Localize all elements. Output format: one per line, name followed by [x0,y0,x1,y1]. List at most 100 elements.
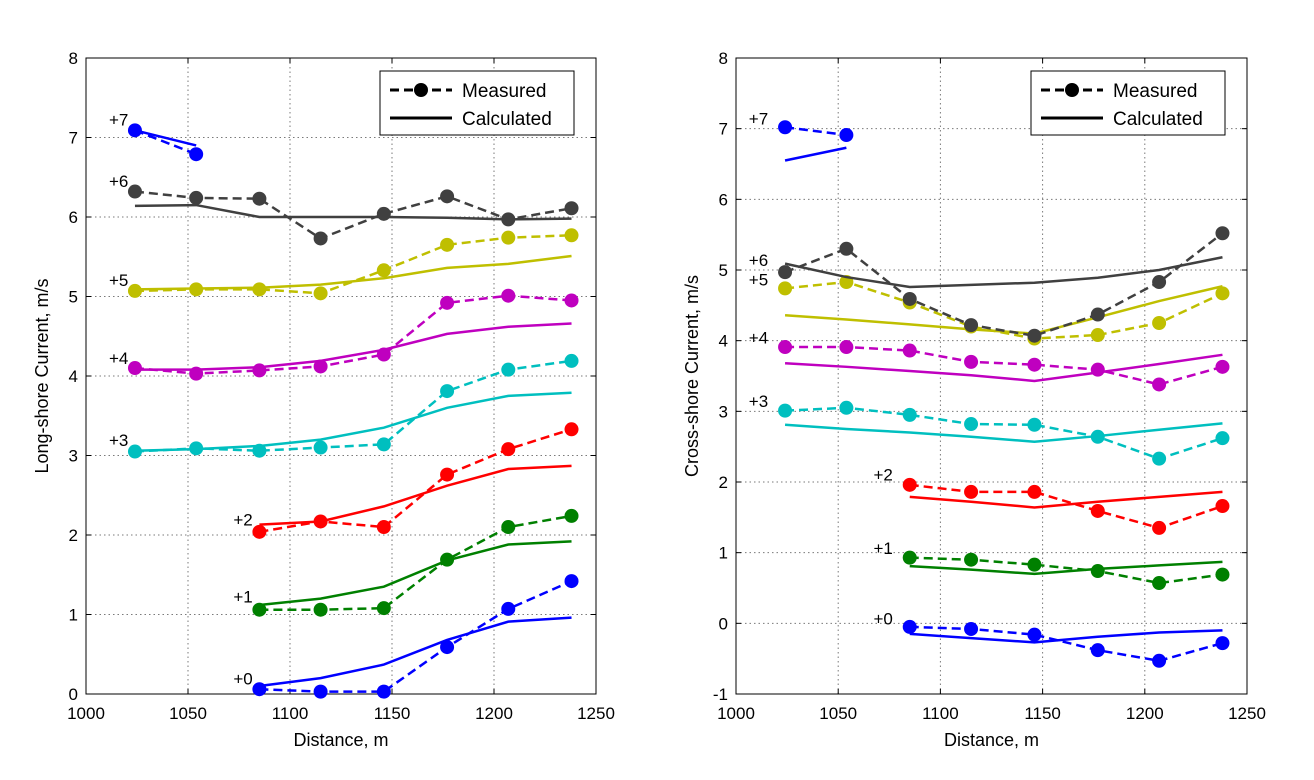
x-tick-label: 1000 [67,704,105,723]
measured-point [778,120,793,135]
measured-point [1215,226,1230,241]
series-plus-0: +0 [233,574,579,699]
x-tick-label: 1250 [1228,704,1266,723]
series-label: +3 [109,431,128,450]
measured-point [1090,564,1105,579]
measured-point [313,684,328,699]
measured-point [189,147,204,162]
series-plus-0: +0 [873,610,1230,668]
measured-point [1090,429,1105,444]
measured-point [1027,484,1042,499]
x-tick-label: 1150 [1024,704,1061,723]
measured-point [440,640,455,655]
legend-measured-marker [1065,83,1079,97]
measured-point [376,520,391,535]
series-plus-3: +3 [109,353,579,459]
measured-line [259,579,573,693]
series-label: +4 [749,328,768,347]
measured-point [564,508,579,523]
series-plus-6: +6 [749,226,1230,343]
measured-point [1152,576,1167,591]
measured-point [564,293,579,308]
series-label: +2 [233,510,252,529]
measured-point [1090,307,1105,322]
measured-point [1152,653,1167,668]
measured-point [440,384,455,399]
y-tick-label: -1 [713,685,728,704]
calculated-line [784,256,1223,289]
series-label: +6 [109,172,128,191]
series-label: +0 [873,610,892,629]
series-plus-1: +1 [233,508,579,617]
series-plus-2: +2 [233,422,579,539]
x-tick-label: 1200 [475,704,513,723]
measured-point [440,189,455,204]
series-plus-7: +7 [749,109,854,162]
measured-line [909,483,1223,530]
measured-point [902,407,917,422]
x-tick-label: 1050 [169,704,207,723]
measured-point [313,602,328,617]
measured-line [134,294,572,375]
measured-point [252,363,267,378]
measured-point [1027,328,1042,343]
measured-point [964,621,979,636]
measured-point [1027,417,1042,432]
y-tick-label: 7 [719,120,728,139]
y-tick-label: 5 [69,288,78,307]
series-label: +3 [749,392,768,411]
measured-point [501,288,516,303]
measured-point [501,362,516,377]
measured-point [501,601,516,616]
measured-point [964,484,979,499]
measured-point [778,265,793,280]
y-tick-label: 2 [69,526,78,545]
measured-line [784,232,1224,338]
x-tick-label: 1050 [819,704,857,723]
measured-point [189,366,204,381]
measured-point [376,206,391,221]
y-tick-label: 1 [69,606,78,625]
x-axis-label: Distance, m [293,730,388,750]
measured-point [778,340,793,355]
measured-line [259,514,572,611]
series-plus-6: +6 [109,172,579,246]
measured-point [839,340,854,355]
measured-point [778,281,793,296]
y-tick-label: 2 [719,473,728,492]
y-tick-label: 4 [719,332,728,351]
measured-point [1090,503,1105,518]
legend-measured-label: Measured [1113,81,1198,102]
measured-point [189,190,204,205]
x-tick-label: 1250 [577,704,615,723]
legend-measured-marker [414,83,428,97]
y-tick-label: 6 [719,190,728,209]
y-tick-label: 3 [719,402,728,421]
calculated-line [909,629,1223,644]
measured-point [376,437,391,452]
axes-frame [735,57,1248,695]
y-tick-label: 7 [69,129,78,148]
legend-measured-label: Measured [462,81,547,102]
y-tick-label: 3 [69,447,78,466]
calculated-line [259,540,572,607]
measured-point [564,422,579,437]
measured-point [127,123,142,138]
chart-1: 1000 1050 1100 1150 1200 1250 0 1 2 3 4 5 6 7 8 Distanc… [32,49,615,750]
measured-point [839,241,854,256]
measured-point [1152,316,1167,330]
measured-point [313,440,328,455]
calculated-line [259,616,572,688]
y-tick-label: 0 [719,614,728,633]
measured-line [134,190,572,240]
measured-point [501,212,516,227]
measured-line [784,126,847,137]
measured-point [964,417,979,432]
measured-point [1152,275,1167,290]
measured-point [964,354,979,369]
series-label: +6 [749,251,768,270]
measured-point [1215,636,1230,651]
measured-point [252,282,267,297]
measured-line [909,625,1223,663]
x-axis-label: Distance, m [944,730,1039,750]
